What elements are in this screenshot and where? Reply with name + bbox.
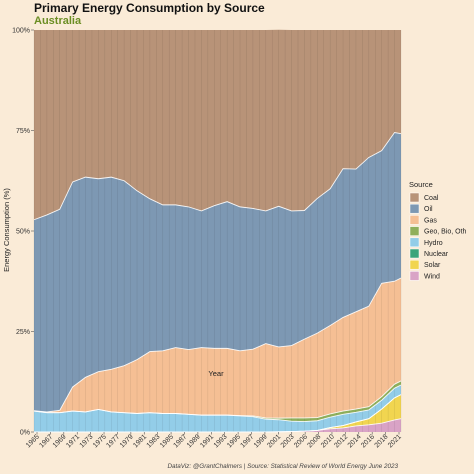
legend: Source Coal Oil Gas Geo, Bio, Oth Hydro Nucle…	[409, 180, 467, 281]
x-tick-label: 1987	[172, 433, 188, 449]
x-tick-label: 1975	[92, 433, 108, 449]
x-tick-label: 2016	[360, 433, 376, 449]
x-tick-label: 1985	[159, 433, 175, 449]
x-tick-label: 2010	[320, 433, 336, 449]
area-boundary	[34, 394, 402, 433]
legend-swatch	[409, 271, 420, 281]
area-oil	[34, 132, 401, 412]
legend-swatch	[409, 248, 420, 259]
x-tick-label: 1999	[253, 433, 269, 449]
area-coal	[34, 29, 401, 220]
y-axis-ticks: 0% 25% 50% 75% 100%	[12, 28, 34, 437]
x-tick-label: 1983	[146, 433, 162, 449]
x-tick-label: 2003	[280, 433, 296, 449]
x-tick-label: 1995	[226, 433, 242, 449]
legend-label: Gas	[424, 217, 437, 224]
legend-swatch	[409, 226, 420, 236]
x-tick-label: 1967	[38, 433, 54, 449]
x-tick-label: 1979	[119, 433, 135, 449]
x-tick-label: 1997	[239, 433, 255, 449]
x-tick-label: 2006	[293, 433, 309, 449]
x-tick-label: 1989	[186, 433, 202, 449]
x-tick-label: 2014	[347, 433, 363, 449]
chart-title: Primary Energy Consumption by Source	[34, 1, 265, 15]
area-wind	[34, 418, 401, 432]
x-tick-label: 1973	[79, 433, 95, 449]
x-tick-label: 1981	[132, 433, 148, 449]
y-tick-label: 25%	[16, 329, 30, 336]
area-boundary	[33, 277, 402, 413]
plot-area	[33, 29, 402, 433]
legend-swatch	[409, 192, 420, 203]
x-tick-label: 2001	[266, 433, 282, 449]
legend-title: Source	[409, 180, 433, 189]
y-tick-label: 0%	[20, 430, 30, 437]
x-tick-label: 2008	[307, 433, 323, 449]
area-boundary	[33, 132, 402, 221]
area-outlines	[33, 132, 402, 433]
legend-swatch	[409, 237, 420, 248]
legend-label: Solar	[424, 262, 441, 269]
x-tick-label: 2012	[333, 433, 349, 449]
y-tick-label: 50%	[16, 229, 30, 236]
legend-swatch	[409, 203, 420, 214]
x-tick-label: 1971	[65, 433, 81, 449]
legend-label: Geo, Bio, Oth	[424, 229, 467, 236]
area-hydro	[34, 384, 401, 432]
x-tick-label: 1969	[52, 433, 68, 449]
x-tick-label: 1991	[199, 433, 215, 449]
chart-caption: DataViz: @GrantChalmers | Source: Statis…	[167, 463, 398, 470]
legend-label: Nuclear	[424, 251, 449, 258]
x-tick-label: 2018	[374, 433, 390, 449]
x-tick-label: 1993	[213, 433, 229, 449]
legend-swatch	[409, 259, 420, 270]
x-axis-title: Year	[208, 369, 224, 378]
x-tick-label: 1977	[105, 433, 121, 449]
legend-swatch	[409, 215, 420, 225]
legend-label: Hydro	[424, 240, 443, 247]
legend-label: Coal	[424, 195, 439, 202]
y-tick-label: 75%	[16, 128, 30, 135]
y-tick-label: 100%	[12, 28, 30, 35]
area-boundary	[33, 380, 402, 419]
area-gas	[34, 278, 401, 419]
x-tick-label: 2021	[387, 433, 403, 449]
y-axis-title: Energy Consumption (%)	[2, 188, 11, 272]
legend-label: Wind	[424, 273, 440, 280]
area-layers	[34, 29, 401, 432]
x-axis-ticks: 1965196719691971197319751977197919811983…	[25, 432, 403, 449]
vertical-gridlines	[33, 30, 402, 432]
chart-subtitle: Australia	[34, 15, 82, 27]
legend-label: Oil	[424, 206, 433, 213]
